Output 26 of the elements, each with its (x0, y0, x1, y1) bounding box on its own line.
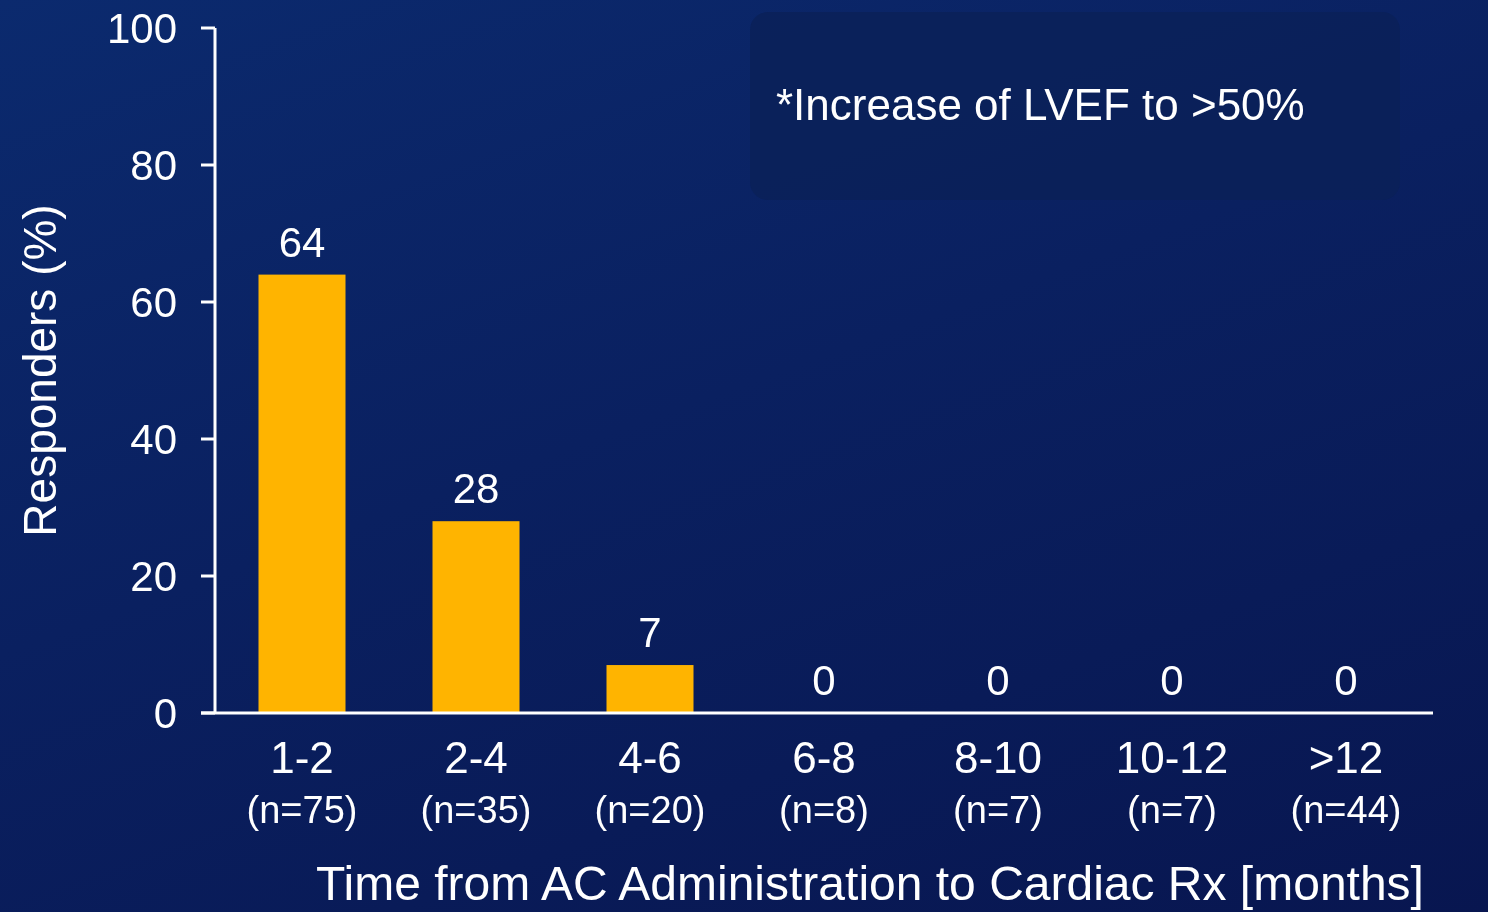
x-tick-label: 6-8 (n=8) (779, 733, 869, 831)
data-label: 0 (1334, 657, 1358, 704)
y-tick-label: 60 (130, 278, 177, 326)
data-label: 0 (986, 657, 1010, 704)
y-tick-label: 100 (106, 4, 177, 52)
y-tick-label: 40 (130, 415, 177, 463)
bar (258, 274, 346, 713)
data-label: 28 (452, 465, 500, 513)
x-tick-label: >12 (n=44) (1290, 733, 1402, 831)
y-axis-title: Responders (%) (14, 204, 66, 537)
data-label: 0 (812, 657, 836, 704)
x-axis-title: Time from AC Administration to Cardiac Rx [months] (316, 857, 1424, 910)
bar (606, 665, 694, 713)
data-label: 64 (278, 218, 326, 266)
y-tick-label: 80 (130, 141, 177, 189)
x-tick-label: 10-12 (n=7) (1115, 733, 1229, 831)
y-tick-label: 0 (153, 689, 177, 737)
data-label: 0 (1160, 657, 1184, 704)
y-tick-label: 20 (130, 552, 177, 600)
annotation: *Increase of LVEF to >50% (776, 80, 1305, 129)
x-tick-label: 8-10 (n=7) (953, 733, 1043, 831)
x-tick-label: 1-2 (n=75) (246, 733, 358, 831)
data-label: 7 (638, 609, 662, 657)
x-tick-label: 2-4 (n=35) (420, 733, 532, 831)
x-tick-label: 4-6 (n=20) (594, 733, 706, 831)
bar (432, 521, 520, 713)
